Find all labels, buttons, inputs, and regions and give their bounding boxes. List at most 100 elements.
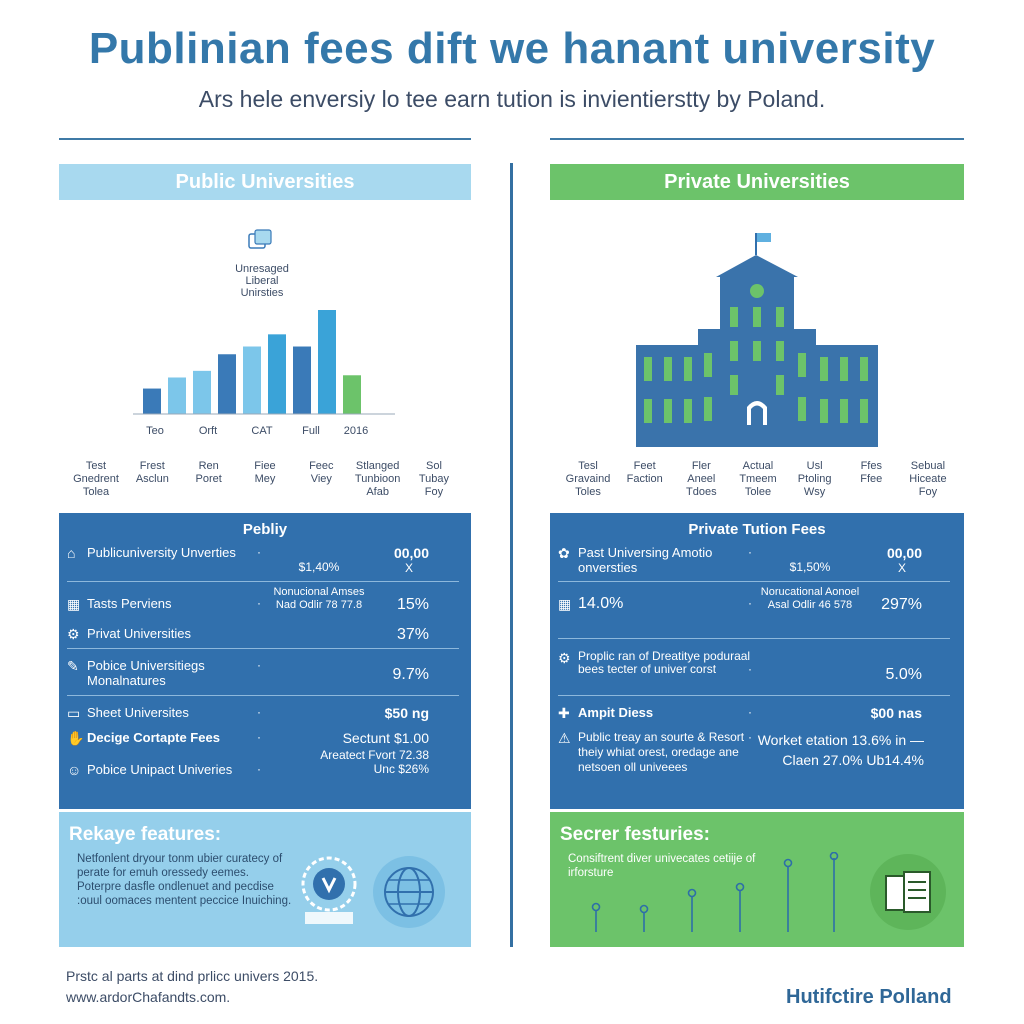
- chart-note-line-3: Unirsties: [241, 287, 284, 299]
- page-title: Publinian fees dift we hanant university: [88, 24, 936, 73]
- row-mid: $1,50%: [789, 560, 831, 574]
- public-fee-chart: Unresaged Liberal Unirsties Teo Orft CAT Fu…: [133, 229, 395, 437]
- row-mid: $1,40%: [298, 560, 340, 574]
- page-subtitle: Ars hele enversiy lo tee earn tution is …: [198, 86, 826, 112]
- public-mini-label: Ren Poret: [195, 460, 222, 485]
- row-dot: ·: [257, 596, 261, 610]
- public-features-text: Netfonlent dryour tonm ubier curatecy of…: [77, 853, 292, 907]
- public-features-title: Rekaye features:: [69, 824, 222, 845]
- row-extra: X: [404, 561, 413, 575]
- warning-icon: ⚠: [558, 730, 571, 746]
- public-mini-label: Stlanged Tunbioon Afab: [354, 460, 401, 498]
- chart-tick-label: Orft: [199, 425, 217, 437]
- private-features-box: Secrer festuries: Consiftrent diver univ…: [550, 812, 964, 947]
- private-mini-labels: Tesl Gravaind Toles Feet Faction Fler Aneel Tdo…: [562, 460, 954, 499]
- chart-bar: [243, 346, 261, 414]
- private-fee-panel: Private Tution Fees ✿ Past Universing Am…: [550, 513, 964, 809]
- public-mini-label: Feec Viey: [309, 460, 334, 485]
- private-mini-label: Actual Tmeem Tolee: [739, 460, 777, 498]
- row-label: Decige Cortapte Fees: [87, 730, 220, 745]
- column-divider: [510, 163, 513, 947]
- chart-bar: [143, 388, 161, 414]
- row-dot: ·: [748, 545, 752, 559]
- row-mid: Nonucional Amses Nad Odlir 78 77.8: [273, 586, 365, 611]
- source-note: Prstc al parts at dind prlicc univers 20…: [66, 966, 318, 1008]
- source-line-1: Prstc al parts at dind prlicc univers 20…: [66, 968, 319, 984]
- private-features-title: Secrer festuries:: [560, 824, 710, 845]
- cross-icon: ✚: [558, 705, 570, 721]
- chart-bar: [218, 354, 236, 414]
- row-divider: [558, 581, 950, 582]
- row-label: Tasts Perviens: [87, 596, 172, 611]
- university-building-icon: [636, 233, 878, 447]
- public-mini-label: Sol Tubay Foy: [418, 460, 450, 498]
- header-rule-left: [59, 138, 471, 140]
- row-divider: [67, 648, 459, 649]
- public-features-box: Rekaye features: Netfonlent dryour tonm …: [59, 812, 471, 947]
- row-label: Past Universing Amotio onversties: [578, 545, 713, 575]
- row-dot: ·: [748, 662, 752, 676]
- handshake-icon: ✋: [67, 730, 85, 746]
- row-value: 00,00: [393, 545, 429, 561]
- document-stack-icon: [870, 854, 946, 930]
- row-value: 00,00: [886, 545, 922, 561]
- chart-tick-label: Full: [302, 425, 320, 437]
- public-mini-label: Test Gnedrent Tolea: [73, 460, 119, 498]
- row-value: $00 nas: [870, 705, 922, 721]
- chart-bar: [268, 334, 286, 414]
- pen-icon: ✎: [67, 658, 79, 674]
- gear-icon: ⚙: [558, 650, 571, 666]
- row-value: 297%: [881, 596, 922, 613]
- row-value: 15%: [396, 596, 429, 613]
- chart-tick-label: CAT: [251, 425, 272, 437]
- row-dot: ·: [748, 705, 752, 719]
- private-panel-title: Private Tution Fees: [688, 521, 826, 538]
- card-icon: ▭: [67, 705, 81, 721]
- private-mini-label: Fler Aneel Tdoes: [686, 460, 717, 498]
- row-label: Public treay an sourte & Resort theiy wh…: [578, 730, 745, 774]
- private-mini-label: Usl Ptoling Wsy: [797, 460, 832, 498]
- chart-bar: [293, 346, 311, 414]
- private-mini-label: Ffes Ffee: [860, 460, 883, 485]
- private-universities-header: Private Universities: [550, 164, 964, 200]
- row-divider: [67, 581, 459, 582]
- chart-note-icon: [248, 229, 272, 249]
- row-divider: [558, 638, 950, 639]
- public-mini-labels: Test Gnedrent Tolea Frest Asclun Ren Poret Fiee…: [70, 460, 460, 499]
- chart-bar: [168, 377, 186, 414]
- chart-tick-label: Teo: [146, 425, 164, 437]
- row-dot: ·: [257, 730, 261, 744]
- row-mid: Worket etation 13.6% in — Claen 27.0% Ub…: [757, 732, 924, 768]
- row-label: Proplic ran of Dreatitye poduraal bees t…: [578, 649, 751, 676]
- gear-icon: ⚙: [67, 626, 80, 642]
- private-mini-label: Sebual Hiceate Foy: [909, 460, 947, 498]
- grid-icon: ▦: [67, 596, 81, 612]
- row-mid: Areatect Fvort 72.38 Unc $26%: [320, 748, 429, 776]
- grid-icon: ▦: [558, 596, 572, 612]
- brand-logo-text: Hutifctire Polland: [786, 986, 952, 1008]
- header-rule-right: [550, 138, 964, 140]
- public-mini-label: Frest Asclun: [135, 460, 169, 485]
- public-panel-title: Pebliy: [242, 521, 288, 538]
- row-mid: Sectunt $1.00: [342, 730, 429, 746]
- rosette-icon: ✿: [558, 545, 570, 561]
- row-divider: [67, 695, 459, 696]
- chart-bar: [318, 310, 336, 414]
- row-value: 9.7%: [392, 666, 429, 683]
- row-dot: ·: [257, 545, 261, 559]
- row-label: Pobice Universitiegs Monalnatures: [87, 658, 205, 688]
- row-label: Sheet Universites: [87, 705, 189, 720]
- chart-note-line-2: Liberal: [245, 275, 278, 287]
- row-extra: X: [897, 561, 906, 575]
- chart-bar: [193, 370, 211, 414]
- row-label: Pobice Unipact Univeries: [87, 762, 233, 777]
- source-line-2[interactable]: www.ardorChafandts.com.: [66, 989, 231, 1005]
- public-mini-label: Fiee Mey: [254, 460, 276, 485]
- row-value: 5.0%: [885, 666, 922, 683]
- public-universities-header: Public Universities: [59, 164, 471, 200]
- row-divider: [558, 695, 950, 696]
- row-label: 14.0%: [578, 595, 624, 612]
- row-dot: ·: [748, 730, 752, 744]
- building-icon: ⌂: [67, 545, 76, 561]
- row-dot: ·: [257, 705, 261, 719]
